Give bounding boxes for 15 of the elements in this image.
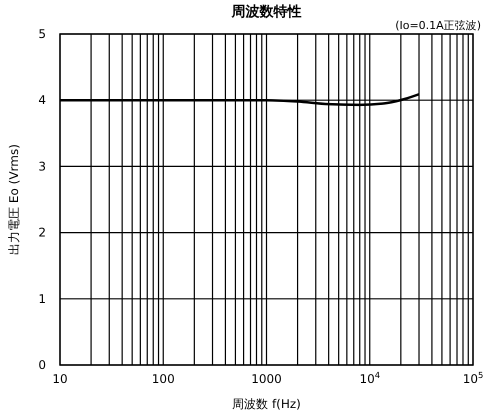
- x-tick-label: 10$^{4}$: [359, 370, 380, 386]
- text: (Io=0.1A正弦波): [395, 19, 481, 32]
- chart-title: 周波数特性: [230, 4, 302, 20]
- x-tick-label: 1000: [251, 372, 282, 386]
- y-tick-label: 3: [38, 159, 46, 174]
- y-tick-label: 2: [38, 226, 46, 240]
- x-axis-title: 周波数 f(Hz): [232, 397, 301, 411]
- y-tick-label: 5: [38, 27, 46, 41]
- x-tick-label: 10$^{5}$: [462, 370, 484, 386]
- y-tick-label: 4: [38, 93, 46, 108]
- x-tick-label: 100: [152, 372, 175, 386]
- y-axis-title: 出力電圧 Eo (Vrms): [7, 144, 21, 255]
- x-tick-label: 10: [52, 372, 68, 386]
- y-tick-label: 0: [38, 358, 46, 372]
- y-tick-label: 1: [38, 292, 46, 306]
